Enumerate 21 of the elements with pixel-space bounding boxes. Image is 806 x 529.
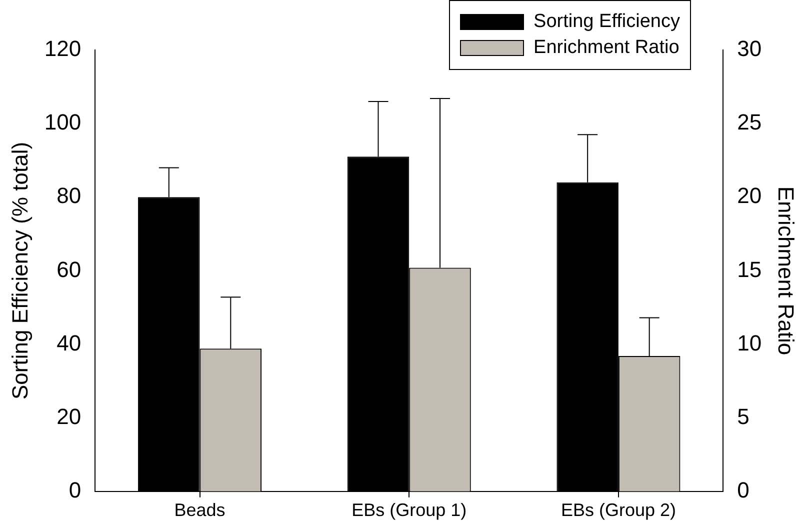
y2-axis-title: Enrichment Ratio bbox=[774, 186, 799, 356]
y2-tick-label: 25 bbox=[737, 110, 762, 135]
x-tick-label: EBs (Group 2) bbox=[560, 500, 676, 520]
y-tick-label: 120 bbox=[44, 36, 82, 62]
y-tick-label: 20 bbox=[56, 404, 82, 429]
y-tick-label: 40 bbox=[56, 330, 82, 356]
y-tick-label: 0 bbox=[68, 477, 82, 502]
y-tick-label: 80 bbox=[56, 183, 82, 208]
y-axis-title: Sorting Efficiency (% total) bbox=[7, 142, 32, 400]
legend-label: Sorting Efficiency bbox=[534, 11, 680, 33]
x-tick-label: EBs (Group 1) bbox=[352, 500, 467, 520]
y2-tick-label: 5 bbox=[737, 404, 750, 429]
y2-tick-label: 10 bbox=[737, 330, 762, 356]
y2-tick-label: 30 bbox=[737, 36, 762, 62]
y-tick-label: 60 bbox=[56, 256, 82, 282]
y2-tick-label: 20 bbox=[737, 183, 762, 208]
legend-label: Enrichment Ratio bbox=[534, 37, 680, 59]
y-tick-label: 100 bbox=[44, 110, 82, 135]
y2-tick-label: 0 bbox=[737, 477, 750, 502]
y2-tick-label: 15 bbox=[737, 256, 762, 282]
x-tick-label: Beads bbox=[174, 500, 226, 520]
